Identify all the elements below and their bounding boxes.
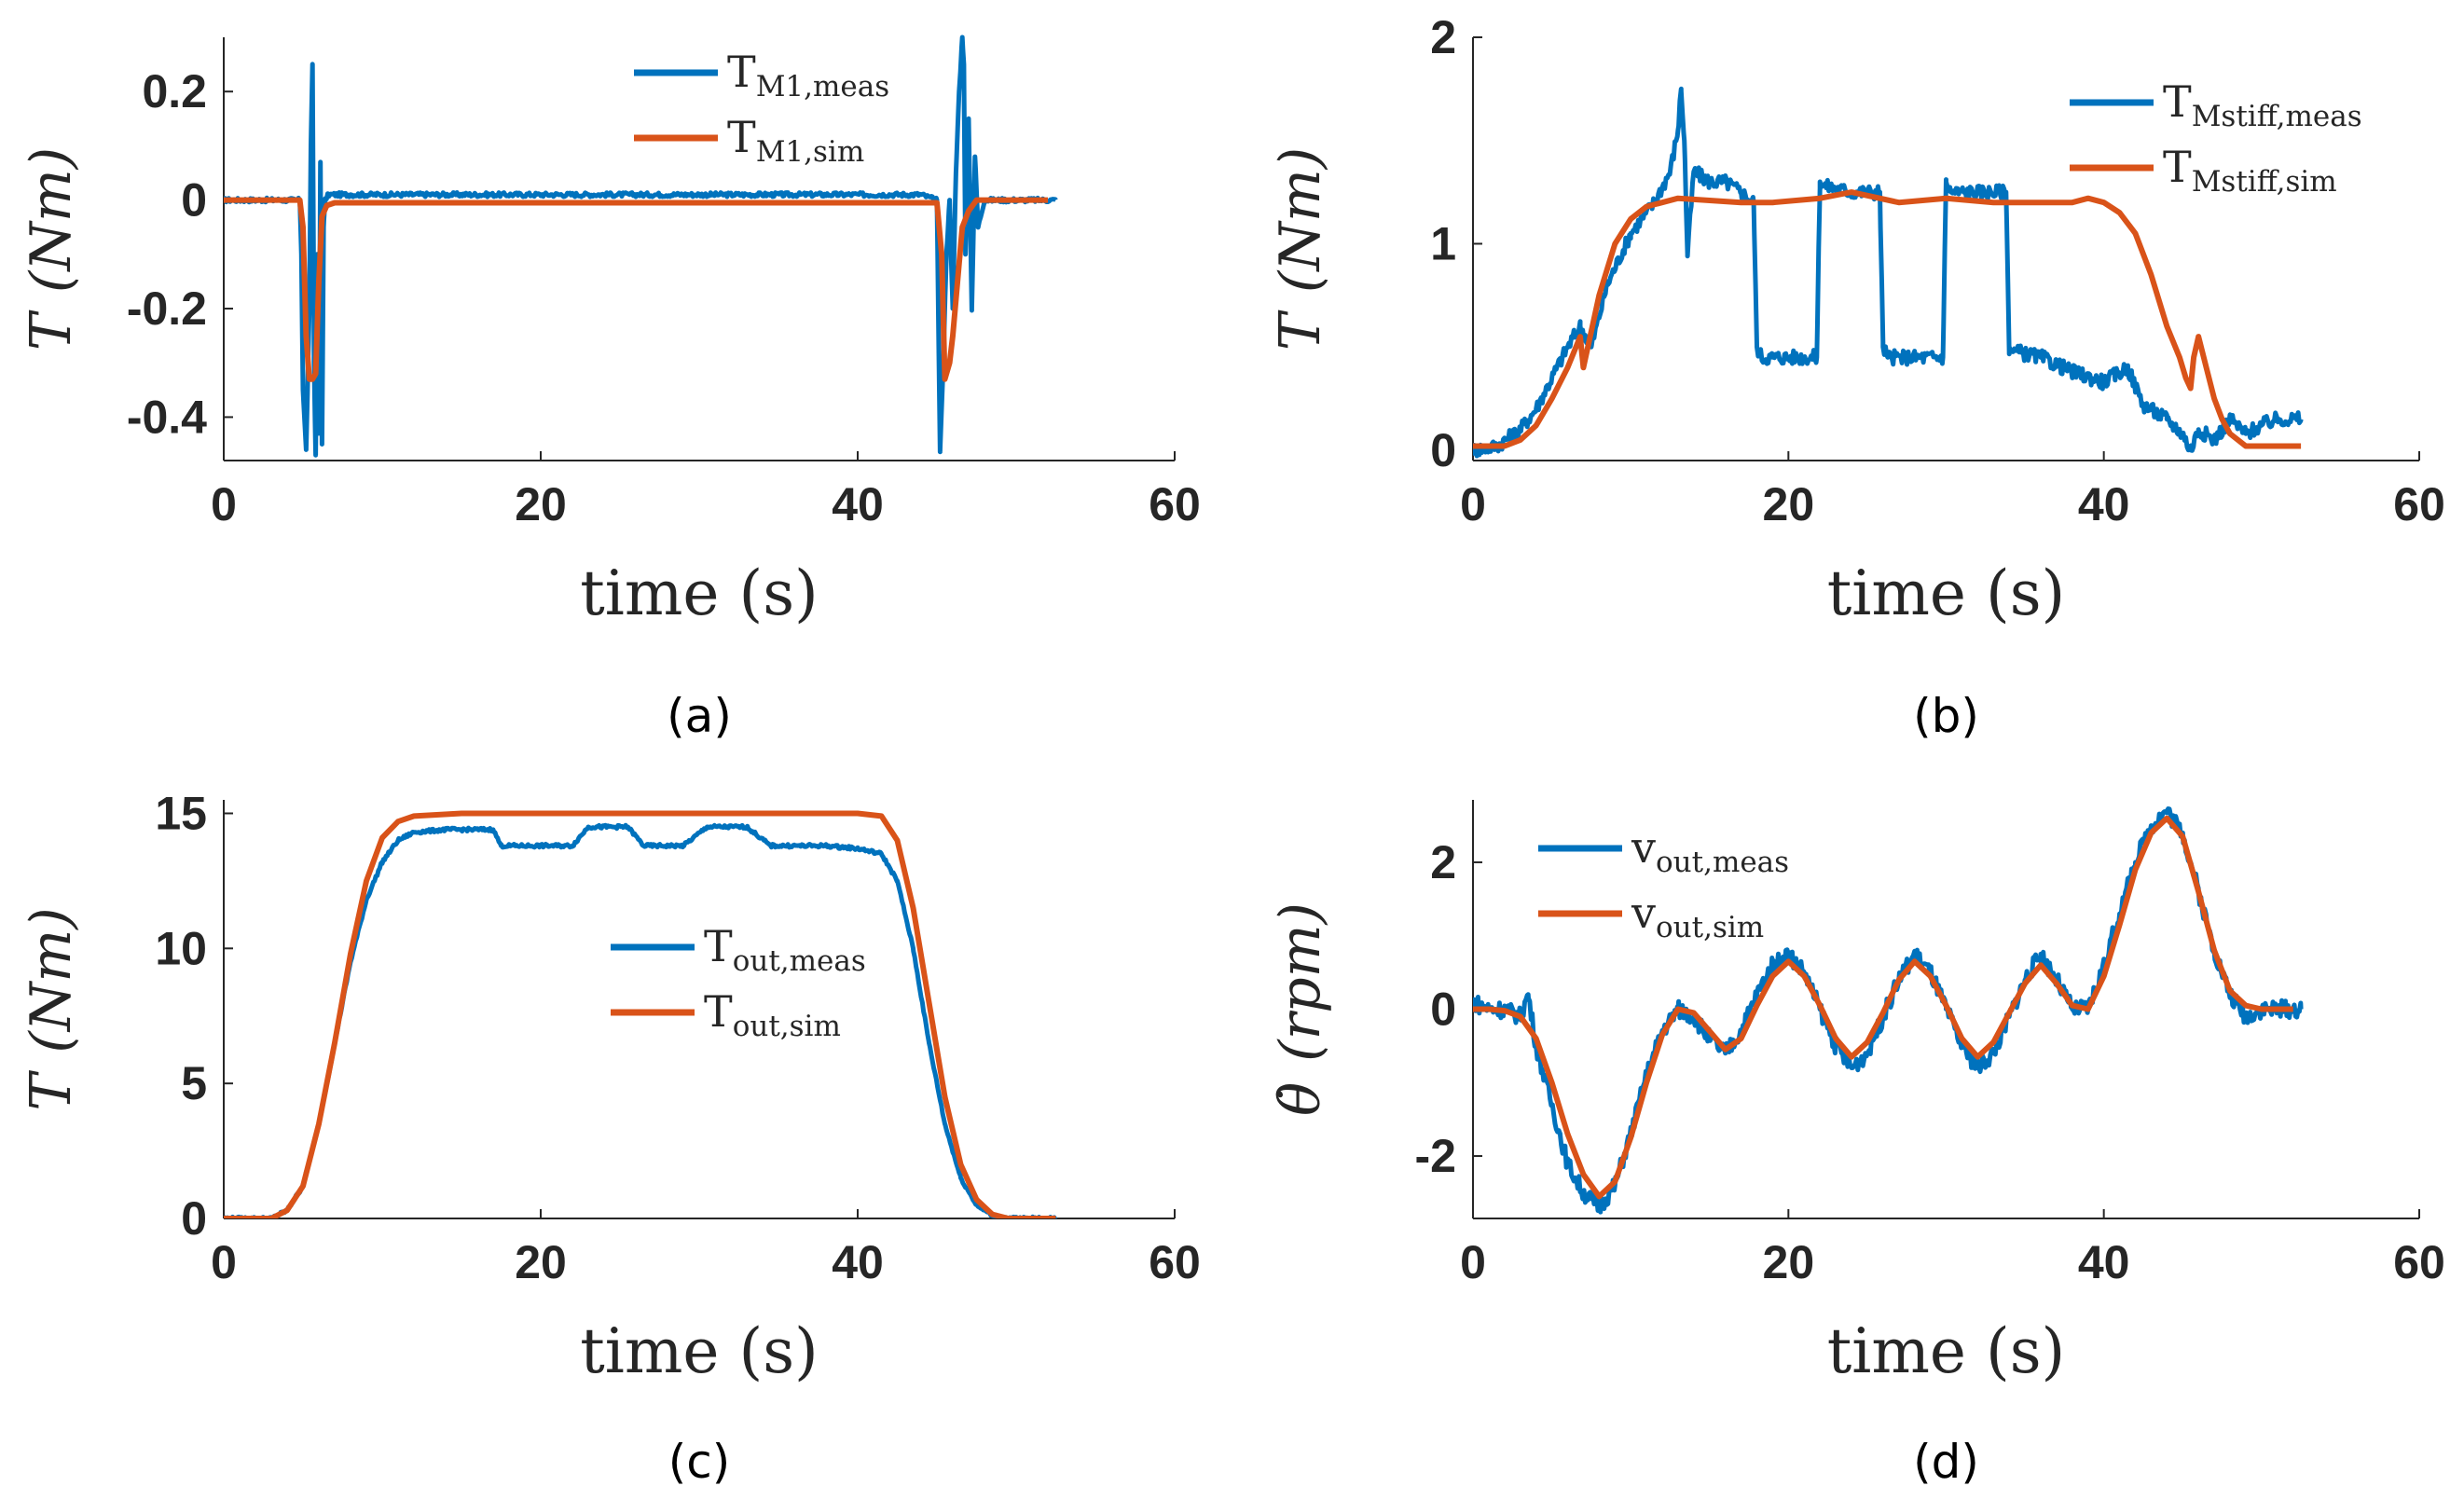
x-tick-label: 20 <box>1763 478 1815 530</box>
panel-caption: (c) <box>668 1435 731 1489</box>
legend-label-sub: Mstiff,sim <box>2192 165 2337 199</box>
series-line-sim <box>1473 189 2302 449</box>
x-tick-label: 60 <box>2393 478 2445 530</box>
x-tick-label: 60 <box>1149 478 1201 530</box>
y-axis-label: T (Nm) <box>1268 147 1333 351</box>
y-tick-label: 0 <box>1430 984 1456 1036</box>
y-tick-label: -2 <box>1415 1130 1456 1182</box>
x-tick-label: 0 <box>211 1236 237 1288</box>
legend-label-base: T <box>2163 142 2192 192</box>
series-line-meas <box>224 822 1058 1218</box>
series-line-meas <box>224 34 1058 458</box>
legend-label-sub: M1,sim <box>756 135 865 169</box>
x-tick-label: 0 <box>1460 1236 1486 1288</box>
legend-label-sub: out,sim <box>733 1010 841 1043</box>
panel-caption: (a) <box>667 689 732 743</box>
panel-caption: (d) <box>1913 1435 1979 1489</box>
y-tick-label: 2 <box>1430 836 1456 888</box>
y-tick-label: -0.2 <box>127 282 207 335</box>
y-tick-label: 5 <box>181 1057 207 1109</box>
legend-label: TMstiff,sim <box>2163 142 2337 199</box>
x-axis-label: time (s) <box>1827 557 2066 629</box>
y-tick-label: 10 <box>155 922 207 974</box>
y-axis-label-symbol: T <box>1268 310 1333 351</box>
legend-label: Tout,meas <box>704 921 866 978</box>
legend-label-base: v <box>1631 888 1656 938</box>
y-tick-label: 15 <box>155 787 207 839</box>
y-tick-label: 0.2 <box>142 65 207 117</box>
legend-label: Tout,sim <box>704 986 841 1043</box>
x-tick-label: 0 <box>1460 478 1486 530</box>
x-tick-label: 60 <box>1149 1236 1201 1288</box>
legend-label: TM1,meas <box>727 47 889 103</box>
y-axis-label-unit: (Nm) <box>1268 147 1333 293</box>
x-tick-label: 20 <box>515 1236 567 1288</box>
x-tick-label: 20 <box>515 478 567 530</box>
legend-label-base: T <box>727 112 756 162</box>
x-axis-label: time (s) <box>580 557 819 629</box>
x-tick-label: 40 <box>2078 1236 2130 1288</box>
x-axis-label: time (s) <box>580 1315 819 1387</box>
y-tick-label: 2 <box>1430 11 1456 63</box>
x-tick-label: 40 <box>832 478 884 530</box>
legend-label-base: T <box>704 986 733 1037</box>
series-line-sim <box>224 197 1048 382</box>
y-axis-label: θ̇ (rpm) <box>1268 902 1333 1116</box>
y-tick-label: 0 <box>1430 424 1456 476</box>
legend-label-sub: Mstiff,meas <box>2192 100 2362 133</box>
series-line-sim <box>1473 815 2293 1200</box>
y-tick-label: 0 <box>181 1192 207 1245</box>
legend-label: TMstiff,meas <box>2163 76 2362 133</box>
legend-label: vout,sim <box>1631 888 1764 944</box>
panel-caption: (b) <box>1913 689 1979 743</box>
legend-label-sub: out,meas <box>1656 846 1789 879</box>
series-line-meas <box>1473 86 2304 459</box>
y-axis-label-unit: (Nm) <box>19 147 84 293</box>
y-tick-label: -0.4 <box>127 391 207 443</box>
y-axis-label-symbol: T <box>19 310 84 351</box>
y-axis-label: T (Nm) <box>19 147 84 351</box>
x-tick-label: 0 <box>211 478 237 530</box>
legend-label-base: T <box>2163 76 2192 127</box>
y-axis-label-symbol: θ̇ <box>1268 1082 1333 1116</box>
x-tick-label: 40 <box>2078 478 2130 530</box>
legend-label-base: v <box>1631 822 1656 873</box>
x-tick-label: 60 <box>2393 1236 2445 1288</box>
x-tick-label: 40 <box>832 1236 884 1288</box>
legend-label-base: T <box>727 47 756 97</box>
x-tick-label: 20 <box>1763 1236 1815 1288</box>
y-axis-label-unit: (Nm) <box>19 907 84 1053</box>
legend-label: vout,meas <box>1631 822 1789 879</box>
y-axis-label: T (Nm) <box>19 907 84 1110</box>
y-axis-label-symbol: T <box>19 1070 84 1111</box>
legend-label-sub: out,meas <box>733 944 866 978</box>
legend-label: TM1,sim <box>727 112 864 169</box>
legend-label-sub: M1,meas <box>756 70 889 103</box>
y-tick-label: 1 <box>1430 217 1456 269</box>
x-axis-label: time (s) <box>1827 1315 2066 1387</box>
y-axis-label-unit: (rpm) <box>1268 902 1333 1062</box>
series-line-sim <box>224 810 1056 1218</box>
legend-label-base: T <box>704 921 733 971</box>
y-tick-label: 0 <box>181 174 207 227</box>
legend-label-sub: out,sim <box>1656 911 1764 944</box>
